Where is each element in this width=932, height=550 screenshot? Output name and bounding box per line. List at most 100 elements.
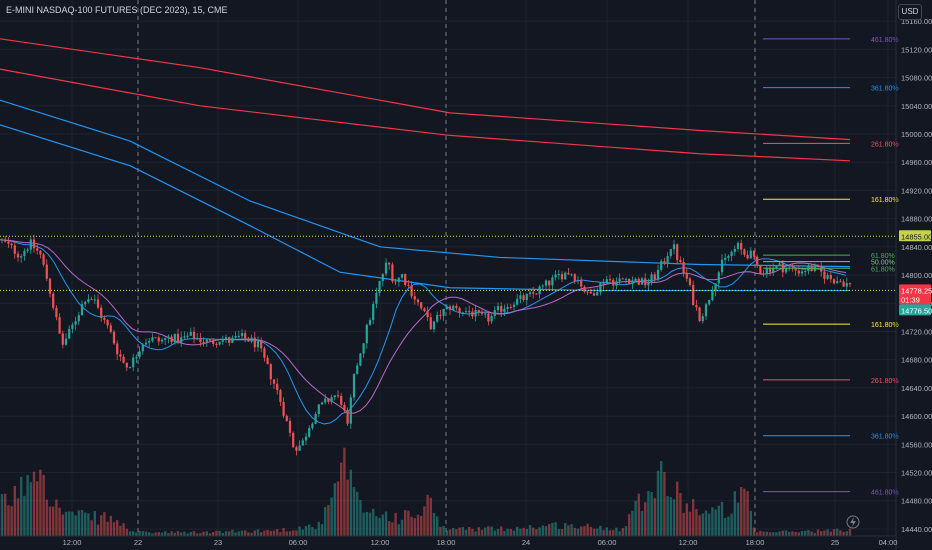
volume-bar — [250, 532, 253, 536]
candle-body — [765, 268, 768, 274]
volume-bar — [512, 530, 516, 536]
volume-bar — [288, 531, 292, 536]
candle-body — [16, 253, 20, 258]
candle-body — [183, 336, 186, 338]
volume-bar — [52, 506, 55, 536]
volume-bar — [362, 512, 365, 536]
volume-bar — [103, 512, 106, 536]
candle-body — [560, 274, 564, 280]
candle-body — [279, 390, 282, 403]
candle-body — [103, 318, 106, 320]
volume-bar — [602, 530, 605, 536]
volume-bar — [151, 533, 154, 536]
volume-bar — [189, 531, 192, 536]
candle-body — [484, 313, 487, 315]
volume-bar — [39, 469, 42, 536]
volume-bar — [839, 530, 842, 536]
volume-bar — [756, 532, 759, 536]
volume-bar — [826, 529, 829, 536]
candle-body — [186, 335, 189, 337]
candle-body — [663, 261, 666, 263]
volume-bar — [84, 512, 87, 536]
candle-body — [500, 306, 503, 312]
candle-body — [804, 271, 807, 273]
chart-title: E-MINI NASDAQ-100 FUTURES (DEC 2023), 15… — [6, 5, 228, 15]
volume-bar — [61, 514, 64, 536]
candle-body — [407, 284, 410, 286]
level-price-tag — [899, 230, 931, 242]
candle-body — [87, 299, 90, 303]
volume-bar — [202, 531, 205, 536]
price-tick-label: 14800.00 — [901, 271, 932, 280]
candle-body — [352, 373, 356, 398]
candle-body — [592, 293, 596, 296]
volume-bar — [160, 532, 164, 536]
volume-bar — [564, 523, 567, 536]
volume-bar — [42, 475, 45, 536]
volume-bar — [560, 529, 564, 536]
time-axis[interactable]: 12:00 22 23 06:00 12:00 18:00 24 06:00 12:00 18:0… — [0, 535, 897, 547]
candle-body — [480, 312, 484, 314]
candle-body — [84, 302, 87, 305]
candle-body — [116, 343, 119, 355]
candle-body — [157, 337, 160, 342]
price-tick-label: 14520.00 — [901, 469, 932, 478]
volume-bar — [164, 531, 167, 536]
candle-body — [724, 257, 727, 260]
level-price-tag-text: 14855.00 — [901, 232, 932, 241]
volume-bar — [752, 527, 756, 536]
candle-body — [29, 239, 32, 250]
horizontal-levels — [0, 235, 896, 291]
candle-body — [343, 404, 346, 411]
candle-body — [682, 261, 685, 273]
slow-average-line — [0, 239, 847, 414]
volume-bar — [256, 529, 260, 536]
volume-bar — [240, 530, 244, 536]
candle-body — [381, 273, 384, 282]
candle-body — [256, 340, 260, 348]
candle-body — [580, 279, 583, 287]
volume-bar — [343, 447, 346, 536]
candle-body — [160, 339, 164, 342]
candle-body — [244, 333, 247, 339]
price-tick-label: 14920.00 — [901, 186, 932, 195]
candle-body — [330, 397, 333, 402]
volume-bar — [592, 528, 596, 536]
candle-body — [794, 268, 797, 271]
candle-body — [452, 305, 455, 310]
candle-body — [679, 260, 682, 262]
candle-body — [64, 338, 68, 345]
currency-button[interactable]: USD — [898, 4, 922, 20]
candle-body — [615, 281, 618, 286]
volume-bar — [612, 530, 615, 536]
candle-body — [621, 278, 624, 280]
volume-bar — [144, 531, 148, 536]
candle-body — [71, 324, 74, 329]
price-tick-label: 15000.00 — [901, 130, 932, 139]
volume-bar — [608, 530, 612, 536]
volume-bar — [407, 510, 410, 536]
candle-body — [826, 275, 829, 279]
lightning-icon[interactable] — [846, 515, 860, 529]
volume-bar — [157, 532, 160, 536]
candle-body — [599, 282, 602, 293]
candle-body — [288, 420, 292, 433]
volume-bar — [656, 470, 660, 536]
candle-body — [820, 267, 823, 272]
volume-bar — [541, 525, 544, 536]
volume-bar — [624, 526, 628, 536]
fib-level-label: 461.80% — [871, 490, 899, 497]
candle-body — [676, 244, 679, 261]
volume-bar — [800, 531, 804, 536]
volume-bar — [816, 529, 820, 536]
volume-bar — [615, 527, 618, 536]
candle-body — [263, 348, 266, 358]
volume-bar — [237, 531, 240, 536]
candle-body — [468, 311, 471, 313]
volume-bar — [90, 520, 93, 536]
volume-bar — [509, 528, 512, 536]
candle-body — [567, 272, 570, 275]
volume-bar — [788, 531, 791, 536]
volume-bar — [848, 528, 852, 536]
